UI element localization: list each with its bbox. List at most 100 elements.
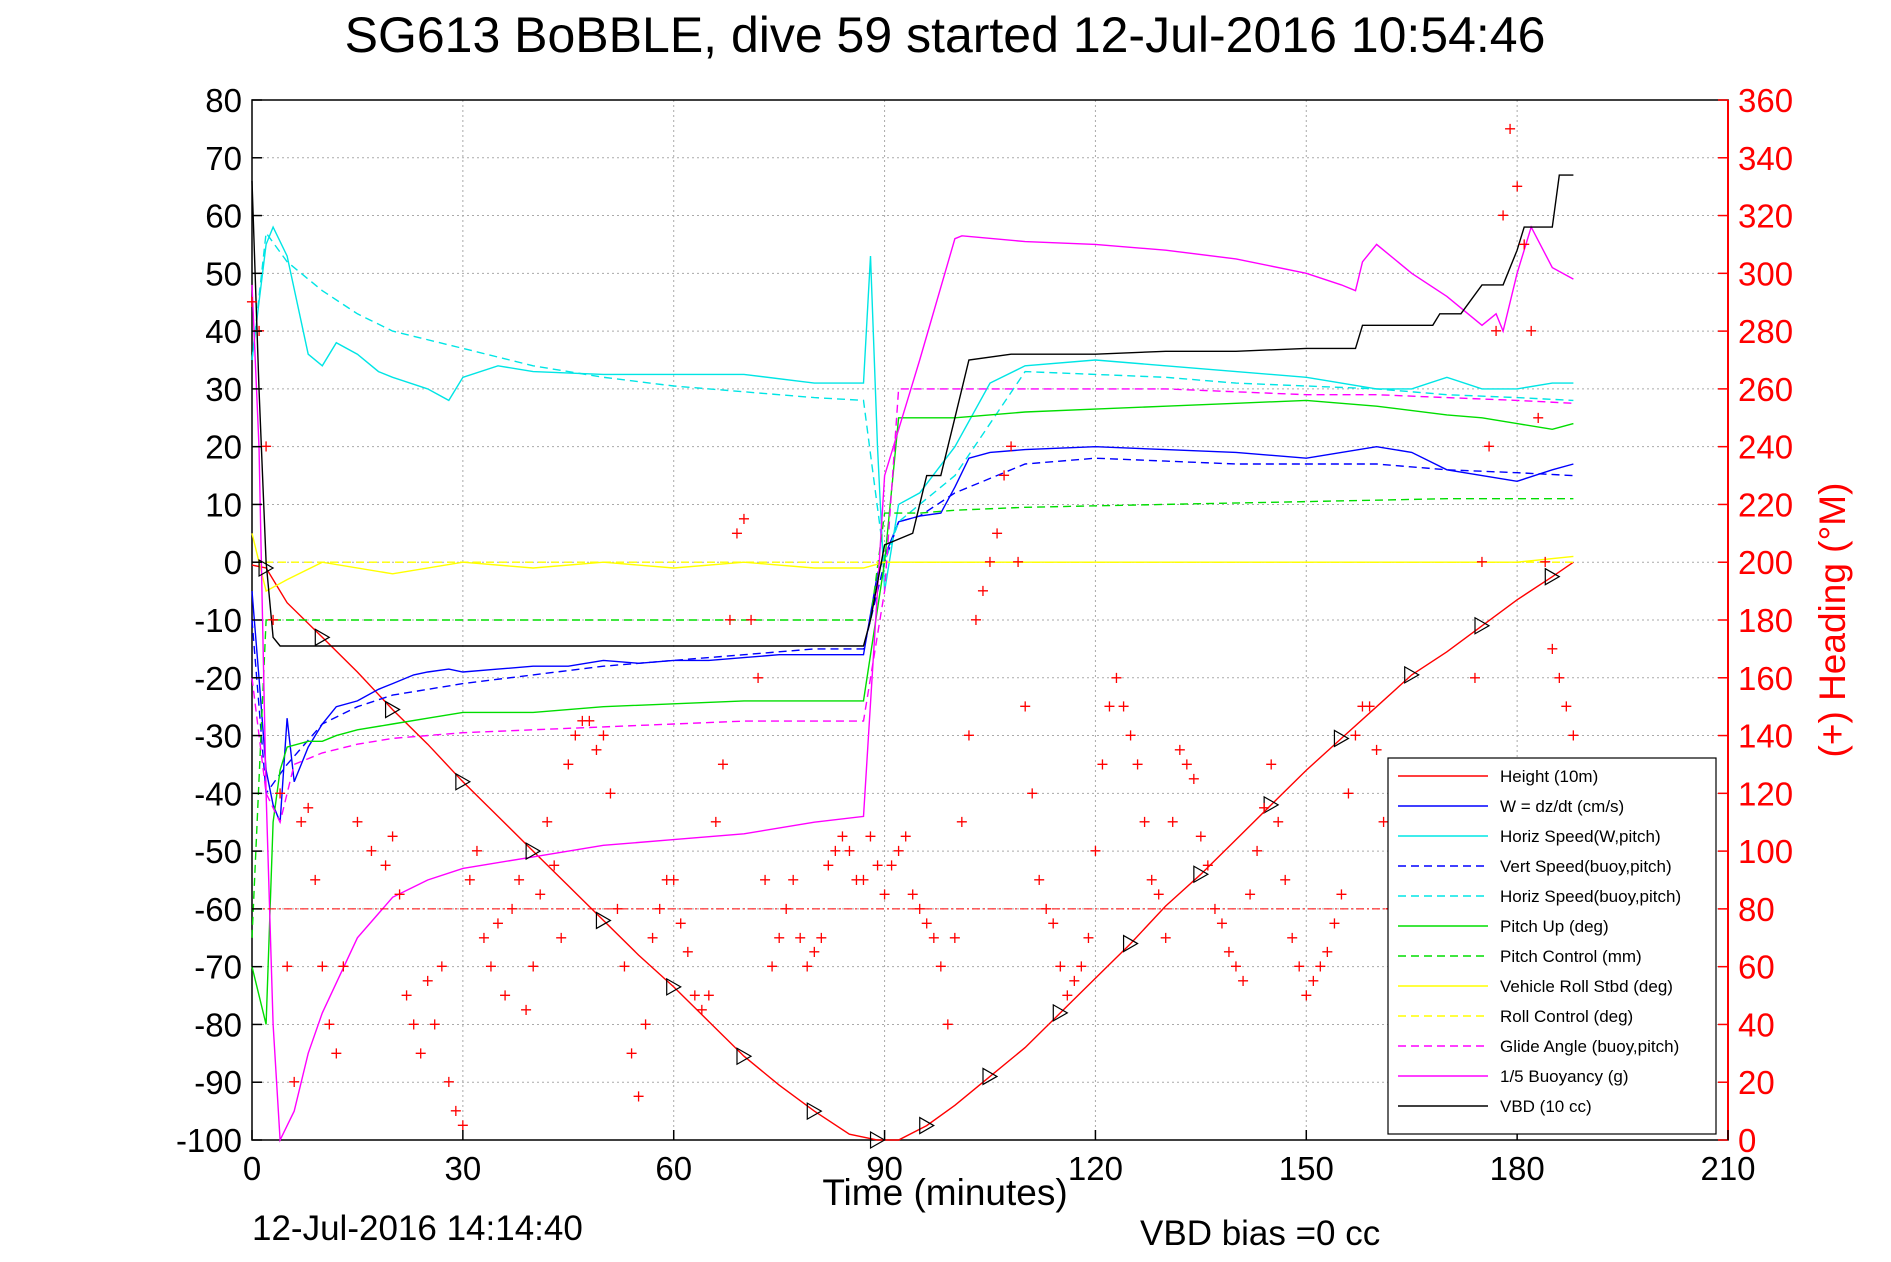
heading-point: + bbox=[1314, 957, 1327, 976]
heading-point: + bbox=[618, 957, 631, 976]
heading-point: + bbox=[379, 856, 392, 875]
heading-point: + bbox=[1286, 928, 1299, 947]
footer-timestamp: 12-Jul-2016 14:14:40 bbox=[252, 1209, 583, 1248]
legend-entry: Glide Angle (buoy,pitch) bbox=[1500, 1037, 1679, 1056]
series-line-4 bbox=[251, 231, 1574, 563]
heading-point: + bbox=[1370, 740, 1383, 759]
heading-point: + bbox=[569, 726, 582, 745]
x-tick-label: 150 bbox=[1279, 1150, 1334, 1187]
heading-point: + bbox=[1166, 812, 1179, 831]
heading-point: + bbox=[1524, 321, 1537, 340]
series-line-11 bbox=[251, 174, 1574, 647]
heading-point: + bbox=[878, 884, 891, 903]
series-line-9 bbox=[251, 388, 1574, 825]
depth-marker bbox=[258, 558, 275, 578]
legend-entry: Pitch Control (mm) bbox=[1500, 947, 1642, 966]
heading-point: + bbox=[1138, 812, 1151, 831]
heading-point: + bbox=[801, 957, 814, 976]
heading-point: + bbox=[562, 754, 575, 773]
heading-point: + bbox=[456, 1116, 469, 1135]
heading-point: + bbox=[976, 581, 989, 600]
depth-marker bbox=[384, 700, 401, 719]
heading-point: + bbox=[1117, 697, 1130, 716]
heading-point: + bbox=[351, 812, 364, 831]
y2-tick-label: 200 bbox=[1738, 544, 1793, 581]
depth-marker bbox=[1544, 567, 1561, 586]
heading-point: + bbox=[526, 957, 539, 976]
y2-tick-label: 260 bbox=[1738, 371, 1793, 408]
heading-point: + bbox=[597, 726, 610, 745]
heading-point: + bbox=[765, 957, 778, 976]
depth-marker bbox=[806, 1102, 823, 1121]
depth-marker bbox=[1193, 865, 1210, 884]
depth-marker bbox=[982, 1067, 999, 1086]
y2-tick-label: 80 bbox=[1738, 891, 1775, 928]
legend-entry: Roll Control (deg) bbox=[1500, 1007, 1633, 1026]
y-tick-label: -20 bbox=[194, 660, 242, 697]
x-tick-label: 90 bbox=[866, 1150, 903, 1187]
heading-point: + bbox=[302, 798, 315, 817]
series-line-6 bbox=[251, 498, 1574, 938]
heading-point: + bbox=[794, 928, 807, 947]
y-tick-label: 10 bbox=[205, 486, 242, 523]
heading-point: + bbox=[632, 1087, 645, 1106]
heading-point: + bbox=[885, 856, 898, 875]
heading-point: + bbox=[1194, 827, 1207, 846]
series-line-10 bbox=[251, 225, 1574, 1143]
heading-point: + bbox=[997, 466, 1010, 485]
heading-point: + bbox=[1328, 913, 1341, 932]
depth-marker bbox=[1052, 1003, 1069, 1022]
y2-tick-label: 120 bbox=[1738, 775, 1793, 812]
heading-point: + bbox=[323, 1014, 336, 1033]
y-tick-label: -50 bbox=[194, 833, 242, 870]
heading-point: + bbox=[1475, 552, 1488, 571]
heading-point: + bbox=[906, 884, 919, 903]
heading-point: + bbox=[1124, 726, 1137, 745]
heading-point: + bbox=[1131, 754, 1144, 773]
heading-point: + bbox=[316, 957, 329, 976]
heading-point: + bbox=[1089, 841, 1102, 860]
right-axis-ticks: 3603403203002802602402202001801601401201… bbox=[1718, 82, 1793, 1159]
heading-point: + bbox=[836, 827, 849, 846]
y-tick-label: 60 bbox=[205, 198, 242, 235]
y2-tick-label: 360 bbox=[1738, 82, 1793, 119]
heading-point: + bbox=[1054, 957, 1067, 976]
y2-tick-label: 20 bbox=[1738, 1064, 1775, 1101]
heading-point: + bbox=[927, 928, 940, 947]
heading-point: + bbox=[1307, 971, 1320, 990]
heading-point: + bbox=[266, 610, 279, 629]
heading-point: + bbox=[309, 870, 322, 889]
heading-point: + bbox=[639, 1014, 652, 1033]
heading-point: + bbox=[463, 870, 476, 889]
y2-tick-label: 220 bbox=[1738, 486, 1793, 523]
series-line-2 bbox=[251, 225, 1574, 592]
heading-point: + bbox=[899, 827, 912, 846]
heading-point: + bbox=[1517, 234, 1530, 253]
heading-point: + bbox=[1377, 812, 1390, 831]
legend-entry: Vehicle Roll Stbd (deg) bbox=[1500, 977, 1673, 996]
heading-point: + bbox=[1243, 884, 1256, 903]
depth-marker bbox=[666, 977, 682, 996]
series-line-3 bbox=[251, 457, 1574, 796]
heading-point: + bbox=[857, 870, 870, 889]
heading-point: + bbox=[533, 884, 546, 903]
heading-point: + bbox=[273, 783, 286, 802]
y2-tick-label: 160 bbox=[1738, 660, 1793, 697]
heading-point: + bbox=[751, 668, 764, 687]
heading-point: + bbox=[822, 856, 835, 875]
depth-marker bbox=[1122, 934, 1139, 953]
heading-point: + bbox=[1061, 986, 1074, 1005]
heading-point: + bbox=[280, 957, 293, 976]
heading-point: + bbox=[421, 971, 434, 990]
heading-point: + bbox=[1271, 812, 1284, 831]
x-tick-label: 30 bbox=[444, 1150, 481, 1187]
heading-point: + bbox=[1321, 942, 1334, 961]
depth-marker bbox=[595, 911, 612, 930]
heading-point: + bbox=[400, 986, 413, 1005]
heading-point: + bbox=[1159, 928, 1172, 947]
y-tick-label: -70 bbox=[194, 949, 242, 986]
y2-tick-label: 40 bbox=[1738, 1006, 1775, 1043]
legend-entry: Horiz Speed(W,pitch) bbox=[1500, 827, 1661, 846]
depth-marker bbox=[525, 842, 542, 861]
heading-point: + bbox=[716, 754, 729, 773]
